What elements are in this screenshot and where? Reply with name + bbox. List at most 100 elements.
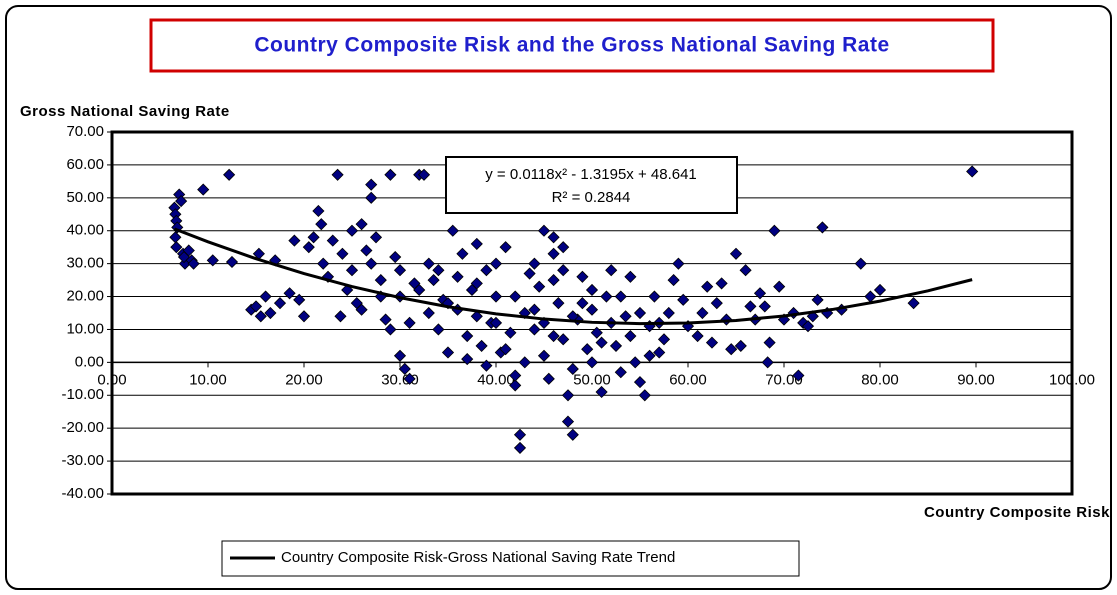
scatter-point	[446, 224, 459, 237]
x-tick-label: 20.00	[285, 371, 323, 388]
scatter-point	[393, 264, 407, 277]
scatter-point	[547, 329, 560, 343]
scatter-point	[739, 264, 752, 277]
scatter-point	[753, 287, 767, 300]
scatter-point	[624, 329, 637, 343]
y-tick-label: 30.00	[66, 255, 104, 272]
scatter-point	[374, 274, 387, 287]
x-tick-label: 90.00	[957, 371, 995, 388]
scatter-point	[590, 326, 603, 339]
r-squared: R² = 0.2844	[552, 189, 631, 206]
scatter-point	[331, 168, 344, 181]
scatter-point	[297, 310, 311, 323]
scatter-point	[662, 306, 675, 320]
y-tick-label: 20.00	[66, 288, 104, 305]
scatter-point	[513, 441, 527, 454]
scatter-point	[595, 336, 608, 349]
scatter-point	[566, 362, 579, 376]
x-tick-label: 80.00	[861, 371, 899, 388]
scatter-point	[566, 428, 579, 441]
scatter-point	[966, 165, 979, 178]
scatter-point	[398, 362, 411, 376]
scatter-point	[557, 333, 570, 346]
scatter-point	[797, 316, 810, 329]
scatter-point	[542, 372, 555, 385]
y-tick-label: 40.00	[66, 222, 104, 239]
scatter-point	[816, 221, 829, 234]
scatter-point	[206, 254, 219, 267]
scatter-point	[691, 329, 704, 343]
scatter-point	[696, 306, 709, 320]
scatter-point	[461, 353, 474, 366]
scatter-point	[585, 356, 599, 369]
scatter-point	[533, 280, 546, 293]
scatter-point	[528, 257, 541, 270]
scatter-point	[561, 415, 575, 428]
scatter-point	[307, 231, 320, 244]
title-box	[149, 18, 995, 73]
scatter-point	[585, 303, 599, 316]
scatter-point	[470, 237, 483, 250]
scatter-point	[629, 356, 642, 369]
plot-border	[110, 130, 1074, 496]
scatter-point	[355, 303, 368, 316]
scatter-point	[317, 257, 330, 270]
scatter-point	[648, 290, 661, 303]
scatter-point	[547, 247, 560, 260]
scatter-point	[657, 333, 671, 346]
scatter-point	[677, 293, 690, 306]
scatter-point	[653, 346, 666, 359]
y-tick-label: -30.00	[61, 452, 104, 469]
scatter-point	[393, 349, 407, 362]
scatter-point	[499, 343, 512, 356]
scatter-point	[576, 297, 589, 310]
legend	[221, 540, 800, 577]
scatter-point	[614, 366, 627, 379]
scatter-point	[576, 270, 589, 283]
scatter-point	[585, 283, 599, 297]
scatter-point	[223, 168, 236, 181]
trend-line	[173, 227, 973, 326]
scatter-point	[595, 385, 608, 399]
x-tick-label: 10.00	[189, 371, 227, 388]
scatter-point	[264, 306, 277, 320]
scatter-point	[360, 244, 373, 257]
scatter-point	[470, 310, 483, 323]
scatter-point	[489, 316, 503, 329]
scatter-point	[725, 343, 738, 356]
scatter-point	[379, 313, 392, 326]
x-axis-label: Country Composite Risk	[924, 504, 1110, 521]
scatter-point	[315, 218, 328, 231]
scatter-point	[528, 303, 541, 316]
scatter-point	[170, 241, 183, 254]
scatter-point	[489, 257, 503, 270]
scatter-point	[710, 297, 723, 310]
y-tick-label: 70.00	[66, 123, 104, 140]
scatter-point	[326, 234, 339, 247]
scatter-point	[470, 277, 483, 290]
scatter-point	[715, 277, 728, 290]
scatter-point	[547, 231, 560, 244]
scatter-point	[480, 359, 493, 372]
scatter-point	[509, 369, 522, 382]
legend-label: Country Composite Risk-Gross National Sa…	[281, 549, 675, 566]
scatter-point	[552, 297, 565, 310]
scatter-point	[537, 224, 551, 237]
scatter-point	[504, 326, 517, 339]
scatter-point	[175, 195, 188, 208]
scatter-point	[384, 168, 397, 181]
scatter-point	[254, 310, 267, 323]
scatter-point	[811, 293, 824, 306]
scatter-point	[302, 241, 315, 254]
scatter-point	[744, 300, 757, 313]
scatter-point	[773, 280, 786, 293]
y-tick-label: 60.00	[66, 156, 104, 173]
y-tick-label: 0.00	[75, 353, 104, 370]
scatter-point	[523, 267, 536, 280]
scatter-point	[288, 234, 301, 247]
scatter-point	[336, 247, 349, 260]
scatter-point	[475, 339, 488, 352]
scatter-point	[432, 323, 445, 336]
scatter-point	[705, 336, 719, 349]
scatter-point	[672, 257, 685, 270]
